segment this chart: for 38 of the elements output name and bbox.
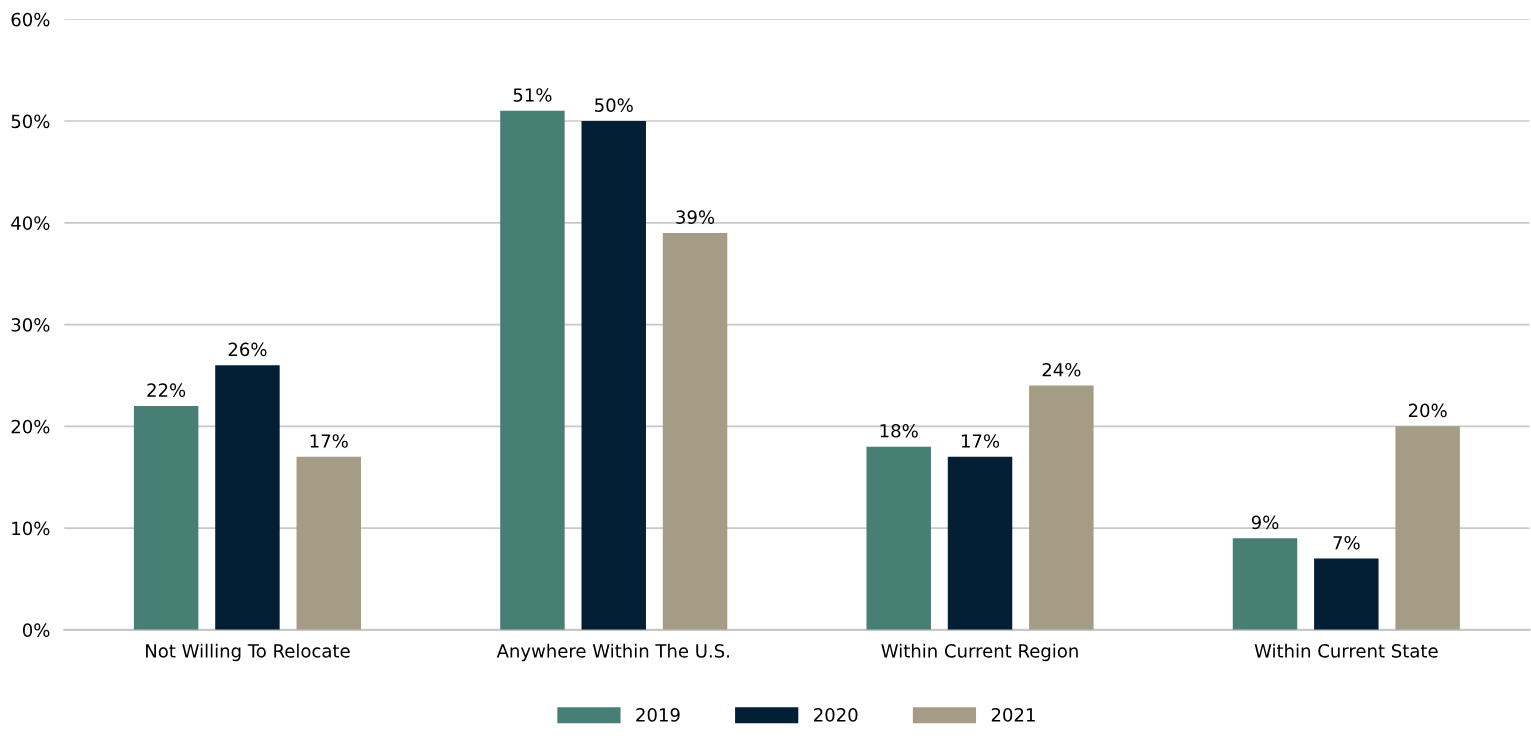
data-label: 7% xyxy=(1333,535,1360,550)
bar xyxy=(866,446,931,630)
y-tick-label: 60% xyxy=(11,12,50,27)
data-label: 9% xyxy=(1251,515,1279,530)
bar xyxy=(1029,385,1094,630)
bar xyxy=(1232,538,1298,630)
bar xyxy=(296,456,361,630)
x-tick-label: Not Willing To Relocate xyxy=(146,643,350,662)
data-label: 24% xyxy=(1042,362,1081,377)
data-label: 39% xyxy=(676,210,715,224)
data-label: 17% xyxy=(310,434,348,448)
x-tick-label: Anywhere Within The U.S. xyxy=(496,643,729,662)
bar xyxy=(133,405,199,630)
legend-label: 2020 xyxy=(814,708,858,722)
y-tick-label: 50% xyxy=(11,114,50,129)
bar xyxy=(215,365,280,630)
data-label: 50% xyxy=(595,98,633,112)
y-tick-label: 0% xyxy=(22,623,50,637)
legend-label: 2021 xyxy=(991,708,1035,722)
x-tick-label: Within Current State xyxy=(1254,643,1438,658)
x-tick-label: Within Current Region xyxy=(881,643,1078,662)
bar xyxy=(662,232,728,630)
bar xyxy=(1314,558,1379,630)
data-label: 20% xyxy=(1408,403,1447,418)
y-tick-label: 20% xyxy=(11,419,50,434)
bar xyxy=(581,121,646,630)
data-label: 17% xyxy=(961,434,1000,448)
bar xyxy=(500,110,565,630)
y-tick-label: 10% xyxy=(12,521,50,536)
data-label: 22% xyxy=(147,383,186,397)
data-label: 51% xyxy=(513,88,552,102)
legend-label: 2019 xyxy=(636,708,680,722)
bar xyxy=(1395,426,1460,630)
y-tick-label: 30% xyxy=(11,318,50,332)
data-label: 26% xyxy=(228,342,267,357)
y-tick-label: 40% xyxy=(11,216,50,230)
bar xyxy=(947,456,1013,630)
data-label: 18% xyxy=(880,423,918,438)
